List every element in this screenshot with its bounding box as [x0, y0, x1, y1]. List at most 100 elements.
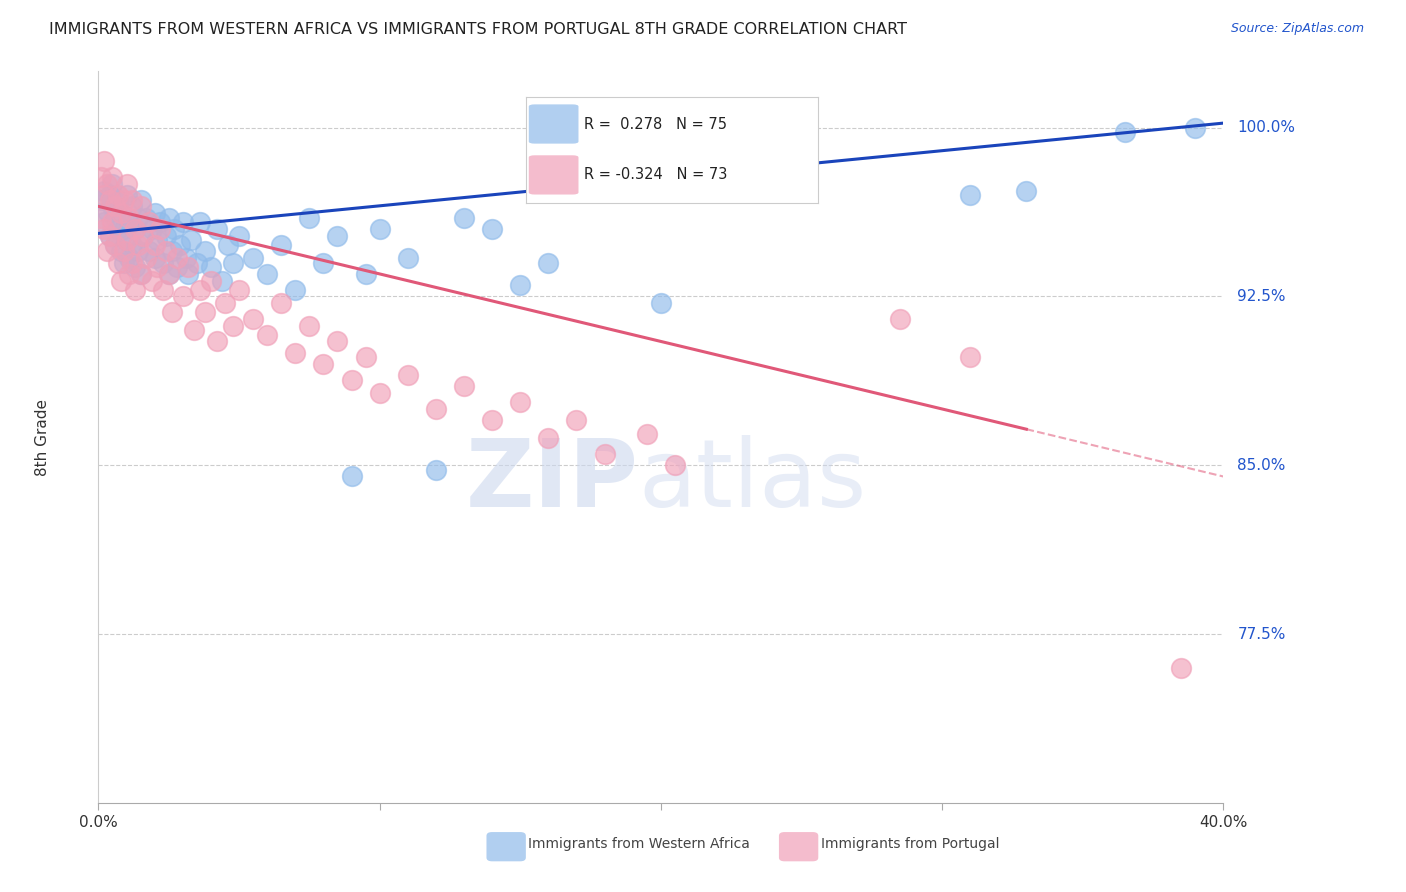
- Point: [174, 251, 197, 265]
- Point: [312, 255, 335, 269]
- Point: [121, 255, 143, 269]
- Point: [110, 206, 132, 220]
- Point: [101, 170, 124, 185]
- Point: [312, 357, 335, 371]
- Point: [93, 215, 115, 229]
- Point: [326, 334, 349, 349]
- Point: [228, 283, 250, 297]
- Point: [160, 305, 183, 319]
- Point: [959, 350, 981, 364]
- Point: [149, 222, 172, 236]
- Point: [284, 283, 307, 297]
- Point: [368, 386, 391, 401]
- Point: [959, 188, 981, 202]
- Point: [157, 211, 180, 225]
- Point: [98, 193, 121, 207]
- Point: [481, 222, 503, 236]
- Point: [163, 222, 186, 236]
- Point: [509, 395, 531, 409]
- Point: [98, 188, 121, 202]
- Point: [211, 274, 233, 288]
- Point: [354, 350, 377, 364]
- Point: [222, 318, 245, 333]
- Point: [180, 233, 202, 247]
- Point: [107, 193, 129, 207]
- Point: [129, 267, 152, 281]
- Point: [157, 267, 180, 281]
- Point: [636, 426, 658, 441]
- Point: [270, 296, 292, 310]
- Point: [368, 222, 391, 236]
- Point: [93, 222, 115, 236]
- Point: [115, 177, 138, 191]
- Point: [141, 274, 163, 288]
- Point: [124, 283, 146, 297]
- Point: [121, 199, 143, 213]
- Point: [93, 154, 115, 169]
- Point: [132, 228, 155, 243]
- Point: [127, 237, 149, 252]
- Point: [118, 251, 141, 265]
- Point: [425, 401, 447, 416]
- Point: [90, 211, 112, 225]
- Point: [135, 251, 157, 265]
- Text: 100.0%: 100.0%: [1237, 120, 1295, 135]
- Text: IMMIGRANTS FROM WESTERN AFRICA VS IMMIGRANTS FROM PORTUGAL 8TH GRADE CORRELATION: IMMIGRANTS FROM WESTERN AFRICA VS IMMIGR…: [49, 22, 907, 37]
- Point: [453, 211, 475, 225]
- Point: [129, 199, 152, 213]
- Text: ZIP: ZIP: [465, 435, 638, 527]
- Point: [354, 267, 377, 281]
- Point: [127, 211, 149, 225]
- Point: [169, 237, 191, 252]
- Point: [157, 267, 180, 281]
- Point: [256, 327, 278, 342]
- Point: [188, 215, 211, 229]
- Point: [155, 244, 177, 259]
- Point: [188, 283, 211, 297]
- Point: [110, 244, 132, 259]
- Text: 92.5%: 92.5%: [1237, 289, 1285, 304]
- Point: [115, 233, 138, 247]
- Point: [228, 228, 250, 243]
- Point: [166, 260, 188, 275]
- Point: [194, 305, 217, 319]
- Point: [112, 193, 135, 207]
- Point: [177, 260, 200, 275]
- FancyBboxPatch shape: [486, 832, 526, 862]
- Point: [96, 177, 118, 191]
- Point: [110, 206, 132, 220]
- Point: [194, 244, 217, 259]
- Point: [107, 188, 129, 202]
- Point: [1015, 184, 1038, 198]
- Point: [1170, 661, 1192, 675]
- Point: [889, 312, 911, 326]
- Text: 85.0%: 85.0%: [1237, 458, 1285, 473]
- Point: [214, 296, 236, 310]
- Point: [340, 469, 363, 483]
- Point: [96, 203, 118, 218]
- Point: [242, 312, 264, 326]
- Text: 77.5%: 77.5%: [1237, 626, 1285, 641]
- FancyBboxPatch shape: [779, 832, 818, 862]
- Point: [101, 215, 124, 229]
- Point: [340, 373, 363, 387]
- Point: [183, 323, 205, 337]
- Point: [1184, 120, 1206, 135]
- Point: [132, 228, 155, 243]
- Point: [481, 413, 503, 427]
- Point: [90, 170, 112, 185]
- Point: [115, 233, 138, 247]
- Point: [537, 431, 560, 445]
- Point: [217, 237, 239, 252]
- Point: [149, 215, 172, 229]
- Point: [186, 255, 208, 269]
- Point: [664, 458, 686, 473]
- Point: [138, 244, 160, 259]
- Point: [152, 283, 174, 297]
- Point: [96, 244, 118, 259]
- Point: [118, 267, 141, 281]
- Point: [98, 228, 121, 243]
- Point: [121, 237, 143, 252]
- Point: [115, 188, 138, 202]
- Point: [101, 177, 124, 191]
